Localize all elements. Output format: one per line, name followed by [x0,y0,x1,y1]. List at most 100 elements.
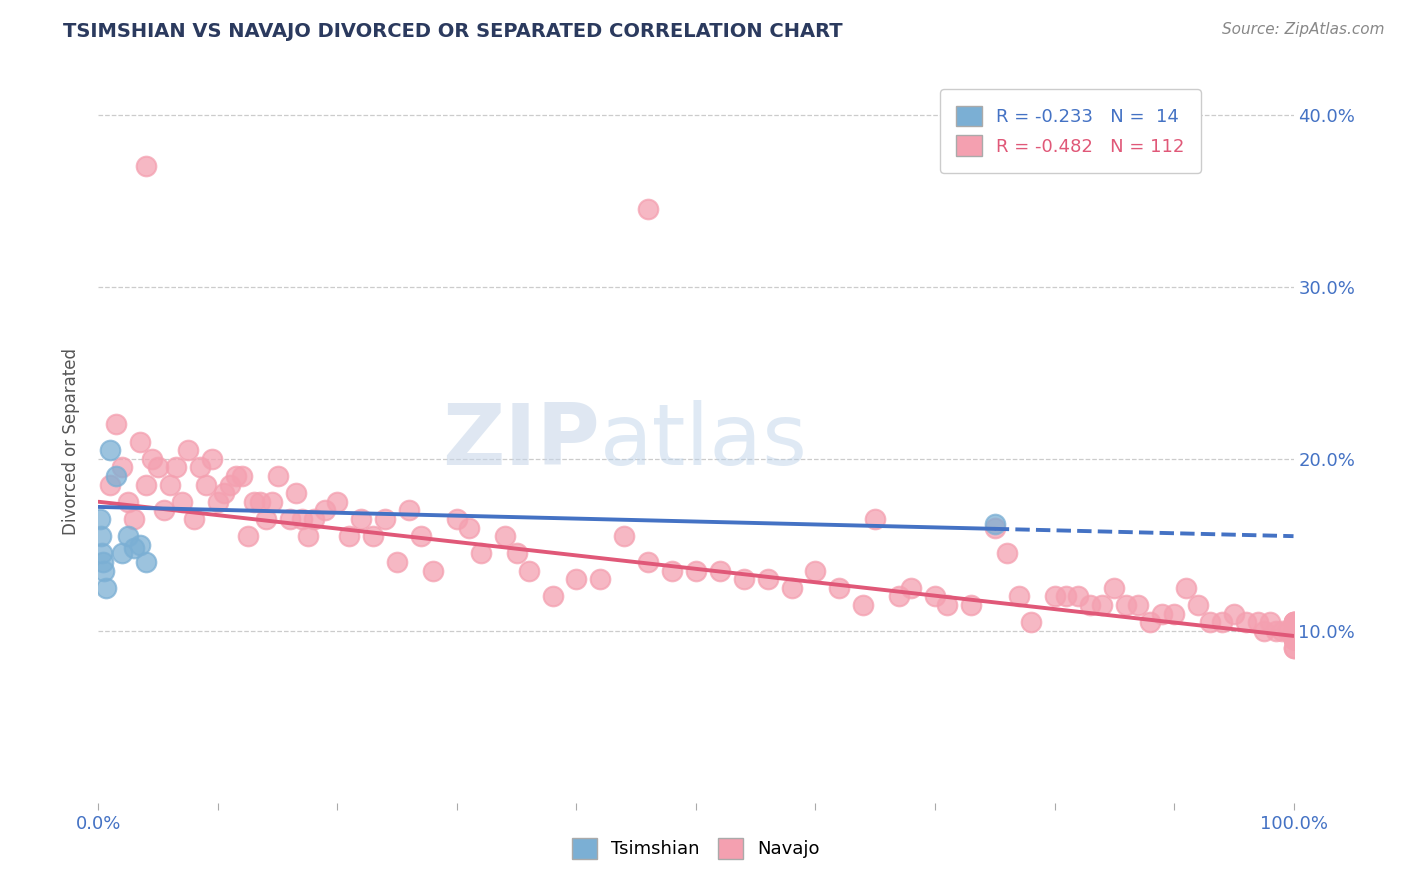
Point [1282,624,1305,638]
Point [207,494,229,508]
Point [1264,624,1286,638]
Point [1282,624,1305,638]
Point [236,529,259,543]
Point [297,529,319,543]
Point [1282,632,1305,647]
Point [865,512,887,526]
Point [1211,615,1233,630]
Point [1282,615,1305,630]
Point [1152,607,1174,621]
Point [422,564,444,578]
Point [91,555,114,569]
Point [243,494,266,508]
Point [565,572,588,586]
Point [1282,615,1305,630]
Text: TSIMSHIAN VS NAVAJO DIVORCED OR SEPARATED CORRELATION CHART: TSIMSHIAN VS NAVAJO DIVORCED OR SEPARATE… [63,22,842,41]
Point [1234,615,1257,630]
Point [411,529,433,543]
Point [1091,598,1114,612]
Point [124,512,146,526]
Point [1067,590,1090,604]
Point [1271,624,1294,638]
Point [267,469,290,483]
Point [98,477,122,491]
Point [219,477,242,491]
Point [183,512,205,526]
Point [1175,581,1198,595]
Point [1199,615,1222,630]
Point [1104,581,1126,595]
Point [212,486,235,500]
Point [105,469,128,483]
Point [117,529,139,543]
Point [177,443,200,458]
Y-axis label: Divorced or Separated: Divorced or Separated [62,348,80,535]
Point [129,434,152,449]
Point [984,520,1007,534]
Point [709,564,731,578]
Point [98,443,122,458]
Point [135,477,157,491]
Point [1282,632,1305,647]
Point [924,590,946,604]
Point [733,572,755,586]
Point [135,555,157,569]
Point [124,541,146,556]
Point [172,494,194,508]
Point [1253,624,1275,638]
Point [685,564,707,578]
Point [936,598,959,612]
Point [1282,632,1305,647]
Point [1282,624,1305,638]
Point [117,494,139,508]
Point [90,529,112,543]
Point [254,512,277,526]
Point [89,512,111,526]
Point [374,512,396,526]
Point [201,451,224,466]
Point [93,564,115,578]
Point [225,469,247,483]
Point [661,564,683,578]
Point [984,517,1007,532]
Point [398,503,420,517]
Point [852,598,875,612]
Point [756,572,779,586]
Point [1043,590,1066,604]
Point [458,520,481,534]
Point [249,494,271,508]
Point [780,581,803,595]
Point [91,546,114,560]
Point [1128,598,1150,612]
Point [1282,640,1305,655]
Point [1282,615,1305,630]
Point [1282,615,1305,630]
Point [1282,632,1305,647]
Point [339,529,361,543]
Point [94,581,117,595]
Point [494,529,516,543]
Point [1056,590,1078,604]
Point [260,494,283,508]
Point [446,512,468,526]
Point [613,529,636,543]
Point [1080,598,1102,612]
Text: atlas: atlas [600,400,808,483]
Point [326,494,349,508]
Point [111,460,134,475]
Point [1277,624,1299,638]
Point [385,555,409,569]
Point [960,598,983,612]
Point [506,546,529,560]
Point [148,460,170,475]
Point [900,581,922,595]
Point [541,590,564,604]
Point [1247,615,1270,630]
Point [153,503,176,517]
Legend: Tsimshian, Navajo: Tsimshian, Navajo [564,830,828,866]
Point [1258,615,1281,630]
Point [1008,590,1031,604]
Point [589,572,612,586]
Point [889,590,911,604]
Text: Source: ZipAtlas.com: Source: ZipAtlas.com [1222,22,1385,37]
